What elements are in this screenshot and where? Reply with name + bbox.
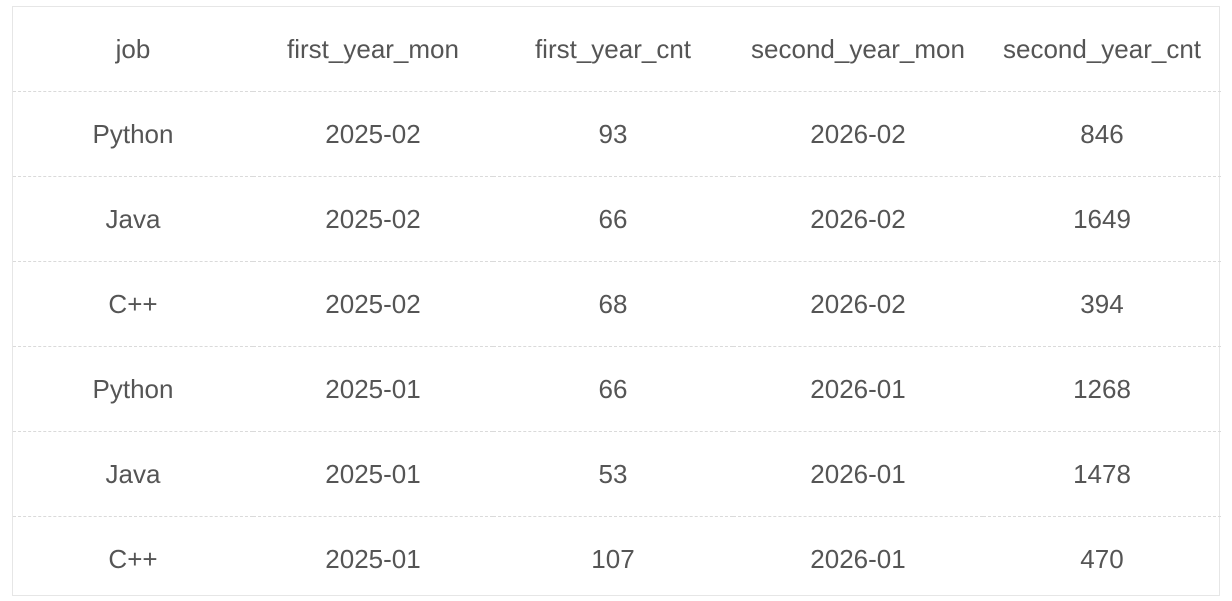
table-header-row: job first_year_mon first_year_cnt second… [13,7,1221,92]
cell-job: C++ [13,262,253,347]
column-header-second-year-mon: second_year_mon [733,7,983,92]
table-row: C++ 2025-02 68 2026-02 394 [13,262,1221,347]
cell-second-year-cnt: 1649 [983,177,1221,262]
cell-first-year-mon: 2025-02 [253,92,493,177]
cell-first-year-cnt: 53 [493,432,733,517]
table-row: Java 2025-02 66 2026-02 1649 [13,177,1221,262]
cell-job: Python [13,92,253,177]
cell-first-year-cnt: 66 [493,347,733,432]
cell-second-year-cnt: 394 [983,262,1221,347]
column-header-job: job [13,7,253,92]
cell-second-year-mon: 2026-02 [733,92,983,177]
cell-job: Java [13,177,253,262]
cell-second-year-mon: 2026-02 [733,262,983,347]
cell-second-year-mon: 2026-02 [733,177,983,262]
cell-second-year-cnt: 1268 [983,347,1221,432]
cell-second-year-cnt: 1478 [983,432,1221,517]
cell-first-year-mon: 2025-02 [253,177,493,262]
cell-first-year-cnt: 107 [493,517,733,601]
table-row: Python 2025-01 66 2026-01 1268 [13,347,1221,432]
cell-first-year-mon: 2025-01 [253,517,493,601]
cell-first-year-mon: 2025-01 [253,432,493,517]
cell-second-year-cnt: 846 [983,92,1221,177]
cell-first-year-cnt: 66 [493,177,733,262]
cell-second-year-mon: 2026-01 [733,517,983,601]
cell-job: Java [13,432,253,517]
cell-first-year-mon: 2025-02 [253,262,493,347]
column-header-second-year-cnt: second_year_cnt [983,7,1221,92]
results-table-card: job first_year_mon first_year_cnt second… [12,6,1220,596]
table-row: Python 2025-02 93 2026-02 846 [13,92,1221,177]
cell-first-year-cnt: 68 [493,262,733,347]
cell-first-year-cnt: 93 [493,92,733,177]
cell-second-year-mon: 2026-01 [733,432,983,517]
table-row: Java 2025-01 53 2026-01 1478 [13,432,1221,517]
column-header-first-year-mon: first_year_mon [253,7,493,92]
cell-second-year-mon: 2026-01 [733,347,983,432]
cell-job: C++ [13,517,253,601]
results-table: job first_year_mon first_year_cnt second… [13,7,1221,601]
cell-job: Python [13,347,253,432]
table-row: C++ 2025-01 107 2026-01 470 [13,517,1221,601]
cell-second-year-cnt: 470 [983,517,1221,601]
cell-first-year-mon: 2025-01 [253,347,493,432]
column-header-first-year-cnt: first_year_cnt [493,7,733,92]
